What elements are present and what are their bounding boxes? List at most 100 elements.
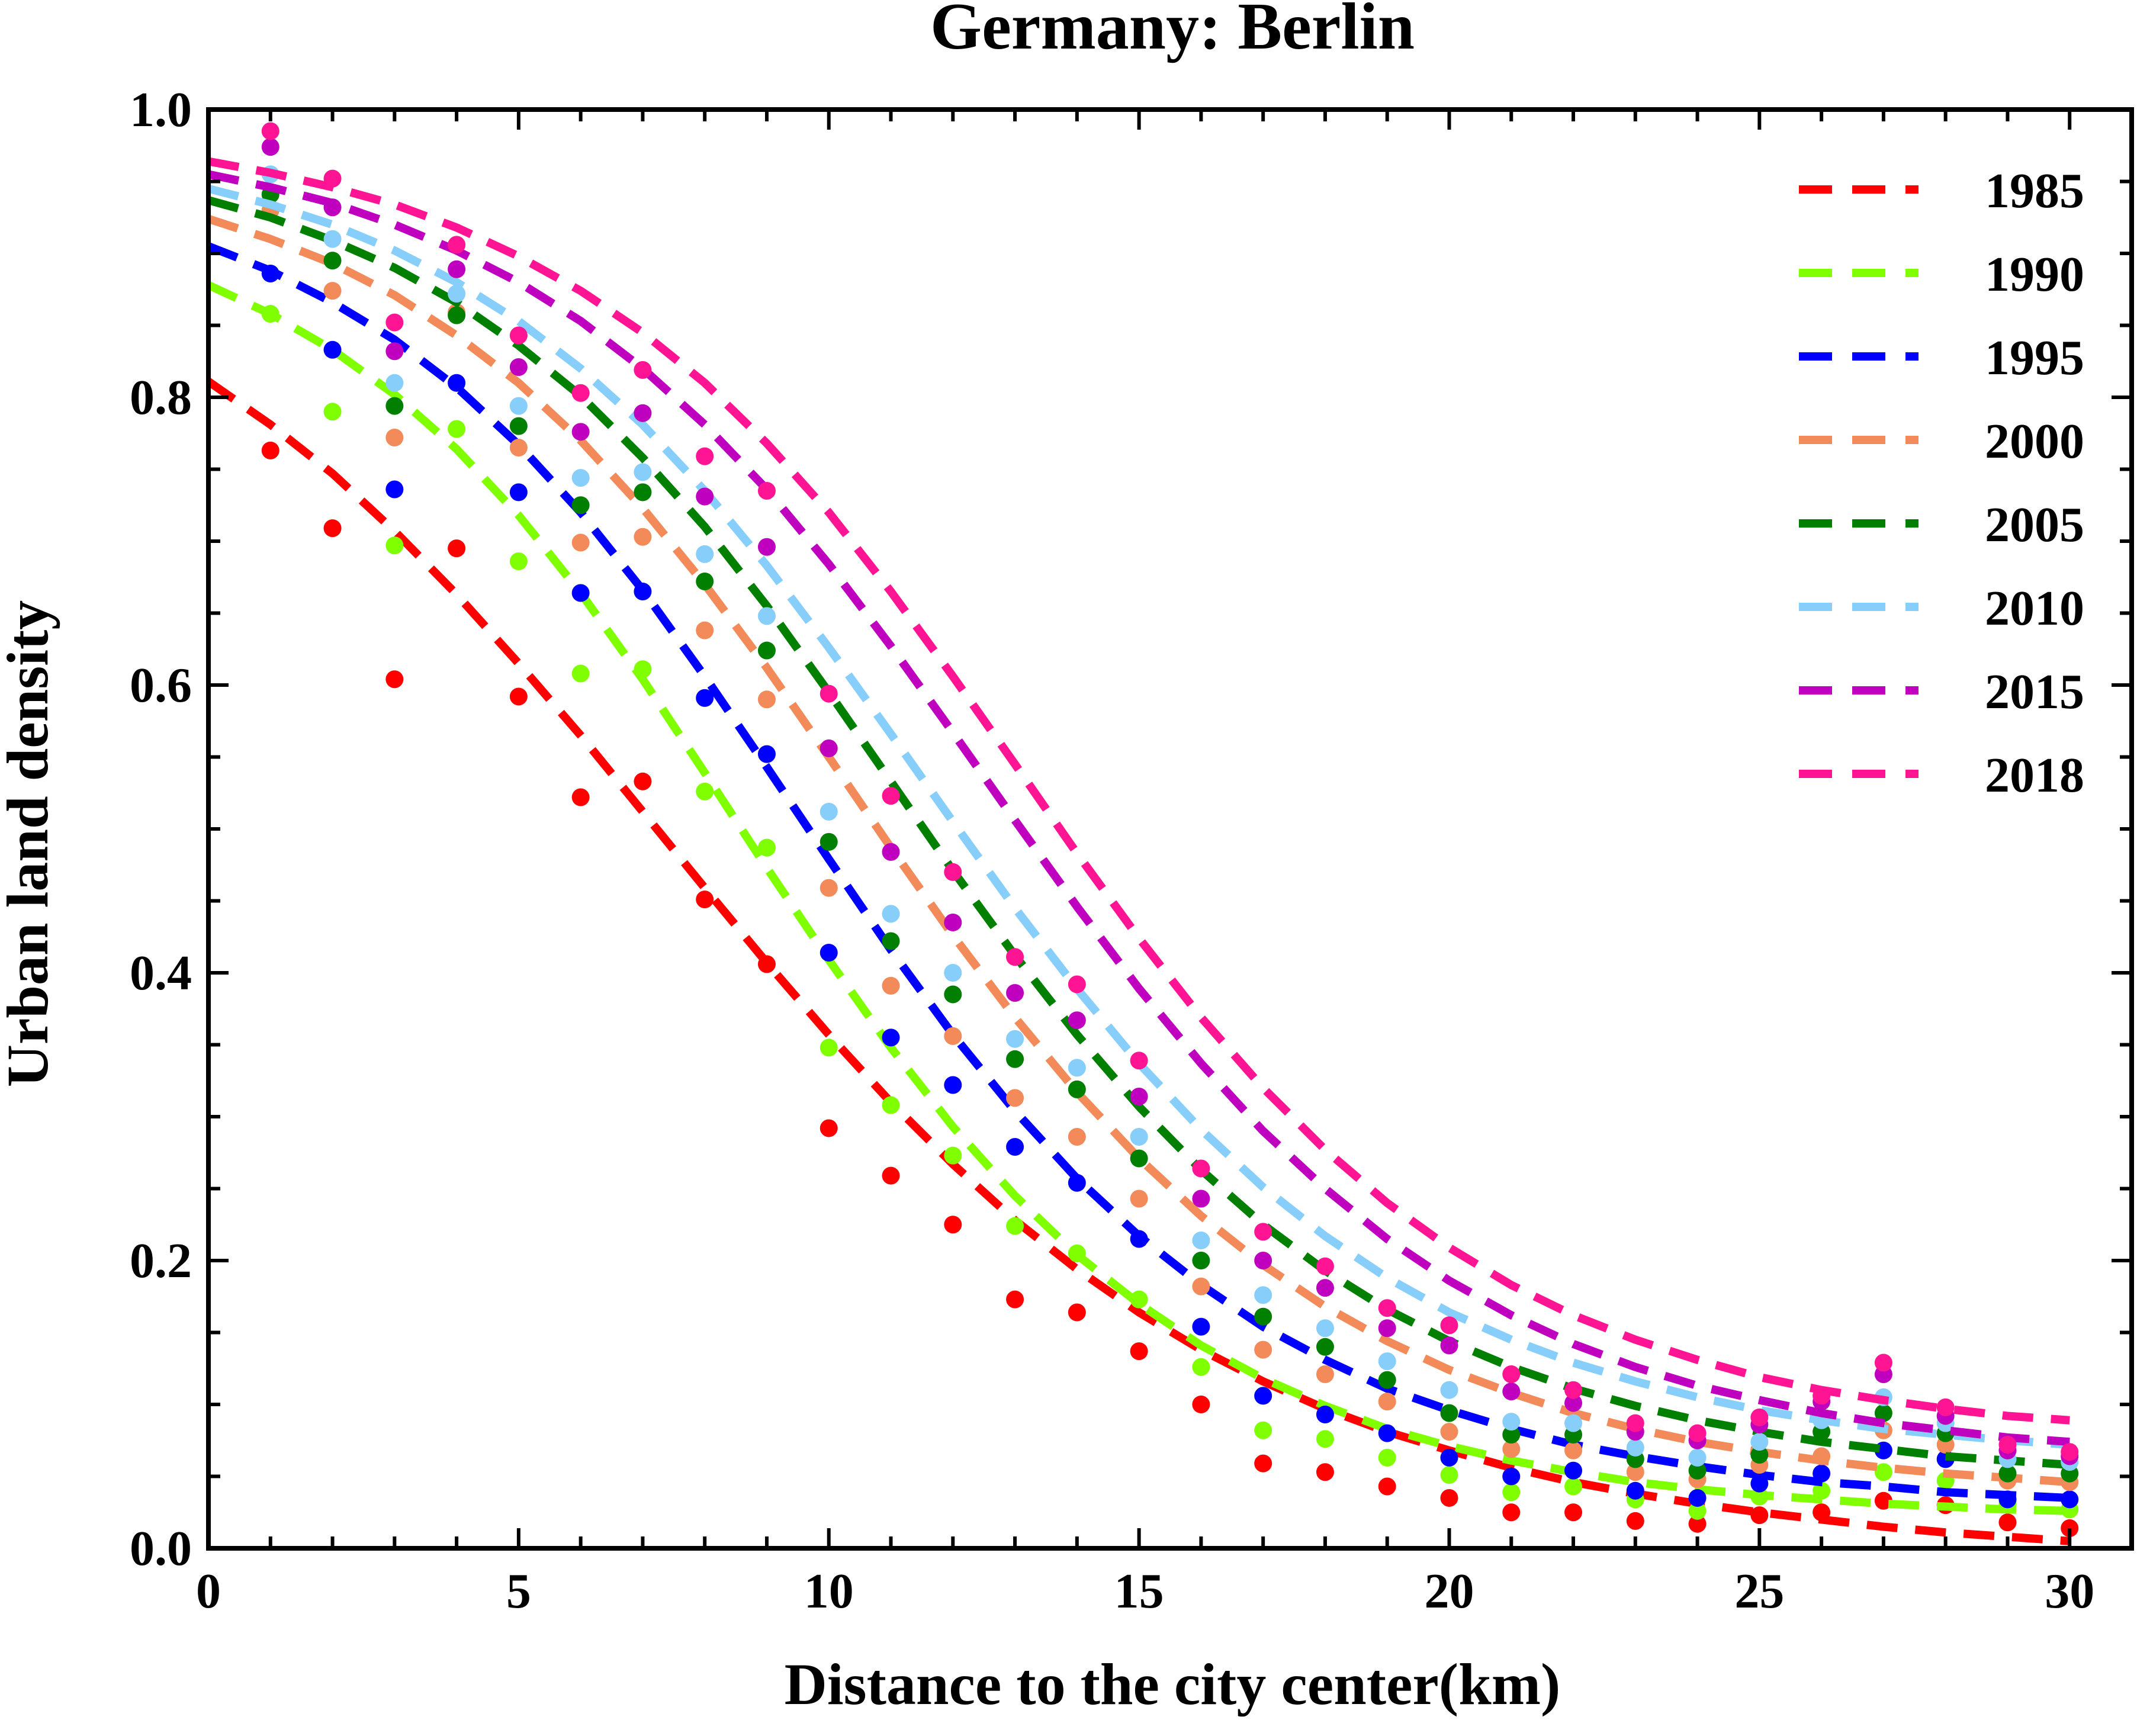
data-point-2010 [1688,1448,1707,1467]
data-point-2015 [509,358,528,376]
data-point-1985 [1688,1515,1707,1533]
data-point-2018 [757,481,776,500]
data-point-2010 [1378,1352,1396,1371]
data-point-2015 [1192,1190,1210,1208]
data-point-2000 [1254,1340,1272,1359]
data-point-1990 [1874,1463,1892,1481]
data-point-2018 [1440,1316,1458,1335]
data-point-1985 [882,1166,900,1185]
data-point-2010 [323,230,342,248]
data-point-2018 [1564,1381,1583,1399]
data-point-1990 [448,420,466,438]
data-point-2015 [1006,984,1024,1002]
legend-label: 2000 [1985,414,2084,469]
data-point-1995 [571,584,590,602]
data-point-1995 [1192,1317,1210,1336]
data-point-1985 [1998,1513,2017,1532]
data-point-2015 [1316,1279,1334,1297]
data-point-1985 [571,788,590,806]
y-tick-label: 0.6 [130,658,192,713]
x-tick-label: 0 [196,1564,221,1619]
data-point-1995 [1502,1467,1521,1486]
y-axis-label: Urban land density [0,600,60,1087]
data-point-1990 [820,1039,838,1057]
axes-layer: 0 5 10 15 20 25 30 0.0 0.2 0.4 0.6 0.8 1.0 [130,82,2134,1619]
legend-label: 2015 [1985,664,2084,719]
data-point-1995 [1440,1448,1458,1467]
data-point-1990 [1316,1430,1334,1448]
series-1995 [207,242,2079,1509]
data-point-1990 [1068,1244,1086,1262]
data-point-2018 [1874,1354,1892,1372]
data-point-1985 [1068,1303,1086,1322]
data-point-2005 [571,496,590,515]
legend-item-2018: 2018 [1799,748,2084,803]
y-tick-label: 0.0 [130,1521,192,1576]
data-point-2000 [634,528,652,546]
data-point-2000 [1006,1089,1024,1107]
data-point-1985 [323,519,342,538]
data-point-2005 [448,306,466,324]
data-point-2005 [1688,1461,1707,1480]
data-point-2005 [1316,1338,1334,1356]
data-point-1985 [1316,1463,1334,1481]
series-1985 [206,378,2079,1545]
y-tick-label: 0.8 [130,370,192,425]
y-tick-label: 1.0 [130,82,192,137]
data-point-2015 [882,843,900,861]
data-point-2005 [820,832,838,851]
data-point-2000 [509,439,528,457]
data-point-2018 [1068,975,1086,994]
x-tick-label: 10 [804,1564,854,1619]
data-point-2005 [1192,1252,1210,1269]
data-point-2018 [1254,1223,1272,1241]
data-point-2005 [1874,1404,1892,1422]
data-point-1990 [1254,1421,1272,1439]
data-point-1995 [2061,1490,2079,1509]
data-point-2018 [2061,1443,2079,1461]
data-point-2015 [1378,1319,1396,1338]
data-point-1995 [634,583,652,601]
x-tick-label: 30 [2045,1564,2094,1619]
data-point-1990 [509,552,528,571]
data-point-2015 [634,404,652,422]
data-point-1990 [1502,1483,1521,1502]
data-point-1985 [1564,1503,1583,1522]
data-point-2010 [882,905,900,923]
data-point-2005 [1998,1464,2017,1483]
data-point-2005 [1006,1050,1024,1068]
data-point-2015 [1440,1336,1458,1355]
data-point-2015 [1502,1383,1521,1401]
data-point-1990 [1440,1466,1458,1484]
data-point-1990 [1192,1358,1210,1376]
data-point-1985 [1502,1503,1521,1522]
data-point-2015 [1130,1087,1148,1105]
data-point-1995 [385,480,404,499]
data-point-1985 [1626,1512,1644,1530]
data-point-1990 [1750,1487,1769,1506]
legend-label: 2018 [1985,748,2084,803]
data-point-2000 [323,282,342,300]
legend-item-2000: 2000 [1799,414,2084,469]
data-point-1990 [323,403,342,421]
data-point-2018 [944,863,962,881]
data-point-2018 [1813,1387,1831,1405]
data-point-2005 [944,985,962,1004]
data-point-2015 [448,260,466,278]
data-point-1995 [1068,1174,1086,1192]
data-point-2005 [509,417,528,435]
data-point-2000 [1192,1277,1210,1295]
data-point-2010 [1502,1413,1521,1431]
data-point-1985 [509,687,528,706]
data-point-2000 [1564,1441,1583,1459]
data-point-2005 [696,573,714,591]
fit-line-2005 [207,196,2070,1470]
legend-label: 2005 [1985,497,2084,552]
data-point-2018 [1378,1299,1396,1317]
data-point-1985 [2061,1519,2079,1537]
data-point-2005 [323,252,342,270]
data-point-1985 [261,441,279,459]
data-point-2018 [1936,1398,1955,1416]
data-point-2005 [1502,1426,1521,1444]
data-point-1990 [882,1096,900,1114]
